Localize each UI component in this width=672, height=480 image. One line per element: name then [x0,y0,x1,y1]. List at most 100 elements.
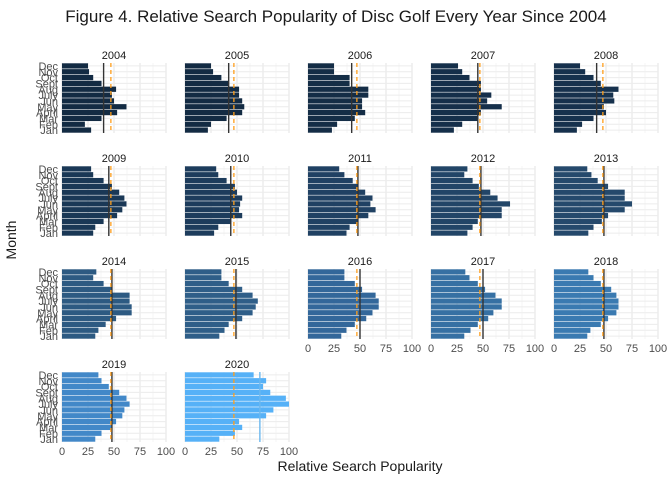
panel-title: 2019 [102,359,126,371]
bar-sept [308,80,350,87]
bar-aug [554,292,617,298]
bar-dec [308,63,334,69]
bar-aug [185,292,253,298]
bar-jun [554,201,632,207]
bar-dec [431,269,466,275]
bar-aug [308,189,366,195]
bar-july [185,401,289,407]
y-tick-label: April [36,314,58,326]
bar-aug [431,292,496,298]
bar-nov [431,275,470,281]
bar-feb [554,327,591,333]
x-tick-label: 25 [205,446,217,458]
bar-jan [308,333,342,339]
bar-aug [554,189,625,195]
y-tick-label: Feb [39,325,58,337]
bar-mar [185,218,231,225]
bar-feb [62,430,102,436]
bar-july [554,298,619,304]
x-tick-label: 0 [428,343,434,355]
bar-aug [431,86,481,92]
bar-may [308,207,376,213]
bar-mar [554,321,601,328]
bar-april [185,315,243,322]
x-tick-label: 0 [182,446,188,458]
bar-july [431,195,498,201]
bar-aug [62,395,127,401]
bar-july [62,298,130,304]
bar-april [431,212,502,219]
y-tick-label: Jan [40,228,58,240]
bar-mar [554,115,594,122]
bar-feb [185,224,219,230]
y-tick-label: Oct [41,73,58,85]
bar-may [62,413,123,419]
chart-title: Figure 4. Relative Search Popularity of … [65,7,606,26]
bar-may [185,104,245,110]
bar-feb [431,327,471,333]
y-tick-label: Jun [40,405,58,417]
bar-july [62,401,130,407]
x-tick-label: 75 [503,343,515,355]
bar-may [62,310,132,316]
x-tick-label: 75 [134,446,146,458]
bar-jan [62,436,96,442]
bar-nov [308,275,345,281]
bar-april [554,212,609,219]
bar-may [62,104,127,110]
facet-panel-2020: 2020 0 25 50 75 100 [182,359,298,458]
y-tick-label: Nov [38,170,58,182]
bar-july [554,195,625,201]
bar-nov [185,69,214,75]
y-tick-label: Aug [38,290,58,302]
bar-may [554,104,604,110]
bar-sept [185,286,243,293]
x-tick-label: 25 [328,343,340,355]
bar-nov [185,378,267,384]
bar-april [185,418,240,425]
y-tick-label: Sept [35,78,58,90]
bar-nov [62,172,94,178]
bar-july [185,195,243,201]
y-tick-label: Jun [40,96,58,108]
bar-dec [554,63,580,69]
facet-panel-2007: 2007 [430,50,536,133]
bar-jan [185,127,208,133]
bar-april [62,315,117,322]
bar-aug [431,189,491,195]
panel-title: 2008 [594,50,618,62]
x-tick-label: 25 [451,343,463,355]
bar-mar [308,115,355,122]
bar-july [62,195,125,201]
bar-mar [308,321,355,328]
x-tick-label: 0 [305,343,311,355]
bar-mar [62,115,102,122]
bar-dec [308,166,340,172]
bar-feb [431,224,473,230]
bar-mar [62,424,112,431]
bar-nov [431,172,465,178]
y-tick-label: April [36,211,58,223]
bar-oct [308,177,353,184]
facet-panel-2017: 2017 0 25 50 75 100 [428,256,544,355]
bar-oct [431,280,478,287]
panel-title: 2016 [348,256,372,268]
bar-dec [62,63,88,69]
bar-sept [185,80,229,87]
facet-panel-2004: 2004 JanFebMarAprilMayJunJulyAugSeptOctNo… [35,50,167,137]
bar-may [431,104,502,110]
panel-title: 2013 [594,153,618,165]
bar-jan [308,230,347,236]
y-tick-label: July [38,399,58,411]
bar-oct [62,177,104,184]
bar-jan [185,230,215,236]
bar-jun [62,201,127,207]
panel-title: 2005 [225,50,249,62]
bar-jun [431,98,488,104]
panel-title: 2018 [594,256,618,268]
bar-july [308,92,369,98]
bar-jun [185,304,256,310]
x-tick-label: 100 [649,343,667,355]
bar-july [554,92,614,98]
bar-nov [554,172,592,178]
